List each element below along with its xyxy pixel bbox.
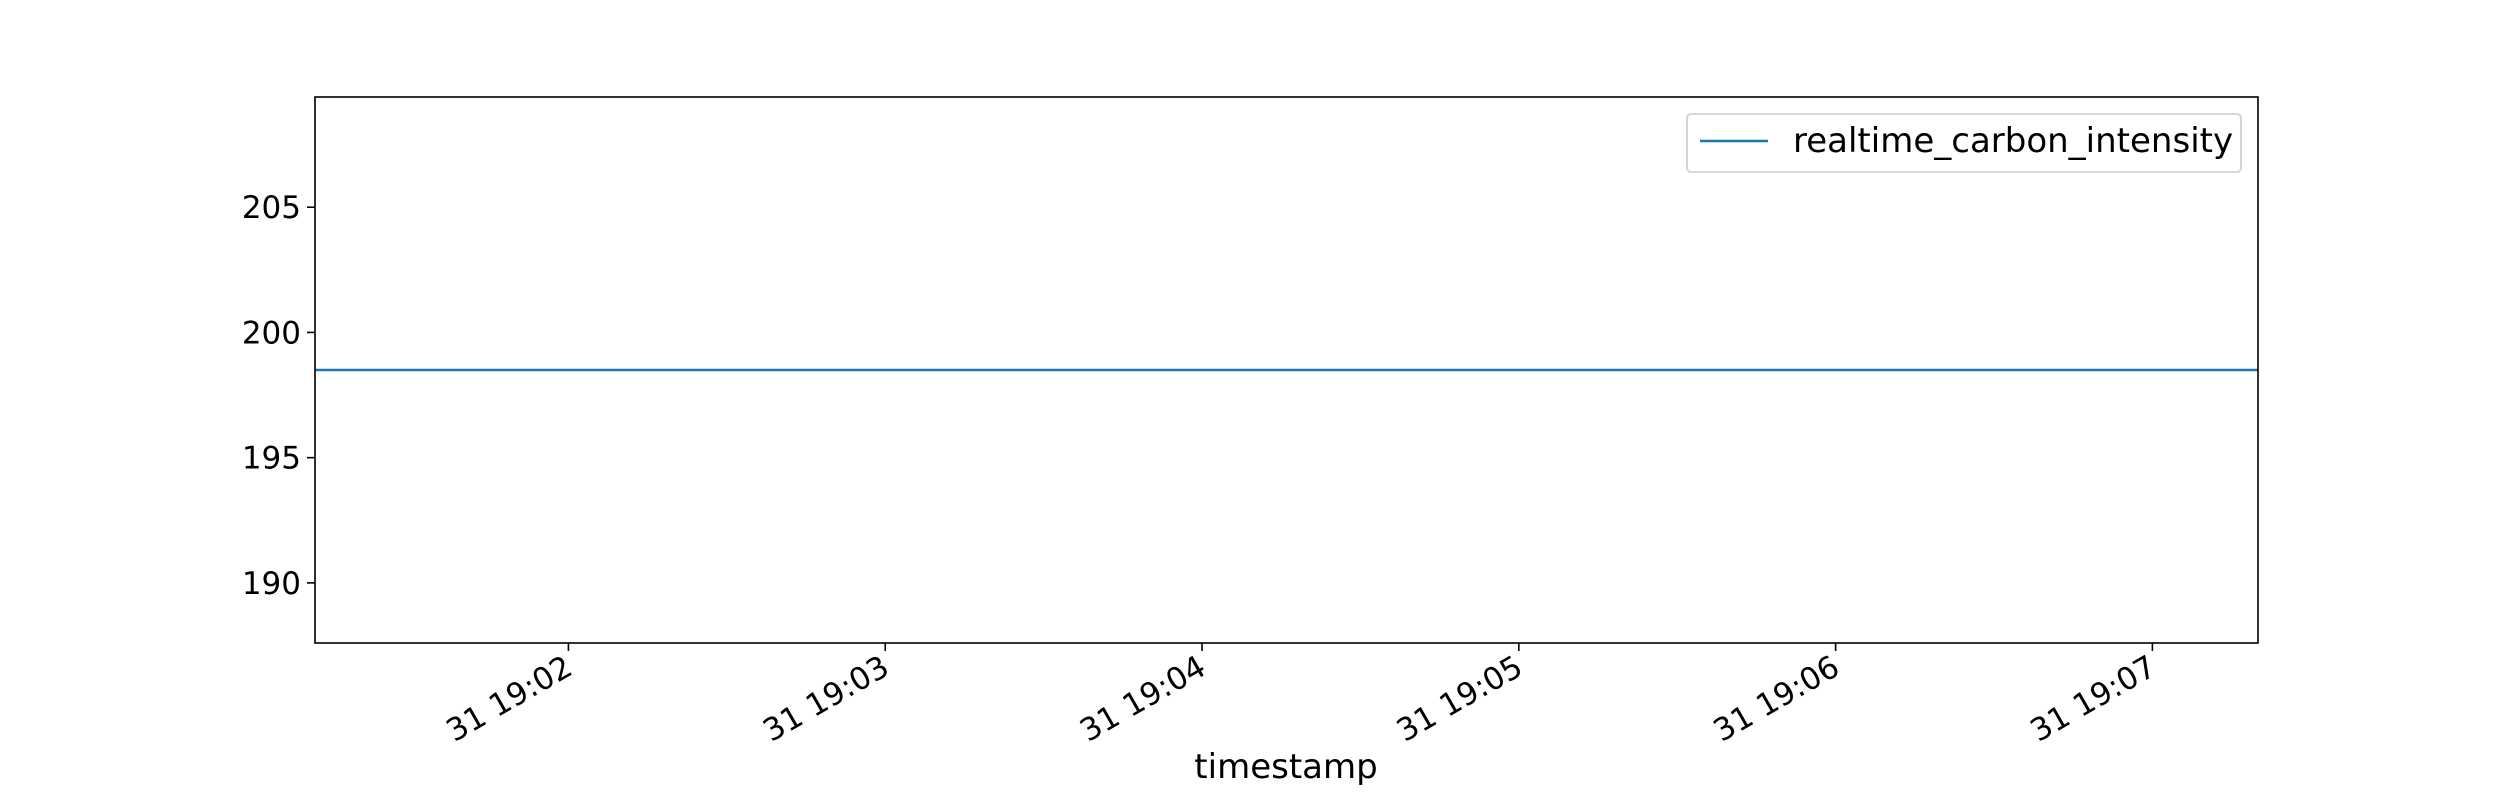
y-tick-label: 190	[242, 566, 301, 602]
y-tick-label: 205	[242, 190, 301, 226]
legend-box	[1686, 113, 2242, 173]
y-axis: 190 195 200 205	[242, 190, 315, 602]
x-tick-label: 31 19:04	[1074, 649, 1212, 749]
plot-frame	[314, 96, 2259, 644]
x-tick-label: 31 19:05	[1391, 649, 1529, 749]
x-tick-label: 31 19:03	[757, 649, 895, 749]
y-tick-label: 195	[242, 441, 301, 477]
x-tick-label: 31 19:06	[1708, 649, 1846, 749]
x-axis: 31 19:02 31 19:03 31 19:04 31 19:05 31 19:06…	[440, 643, 2162, 749]
x-tick-label: 31 19:02	[440, 649, 578, 749]
legend-label: realtime_carbon_intensity	[1793, 121, 2233, 161]
x-tick-label: 31 19:07	[2024, 649, 2162, 749]
x-axis-label: timestamp	[1194, 747, 1377, 787]
y-tick-label: 200	[242, 315, 301, 351]
legend: realtime_carbon_intensity	[1686, 113, 2242, 173]
